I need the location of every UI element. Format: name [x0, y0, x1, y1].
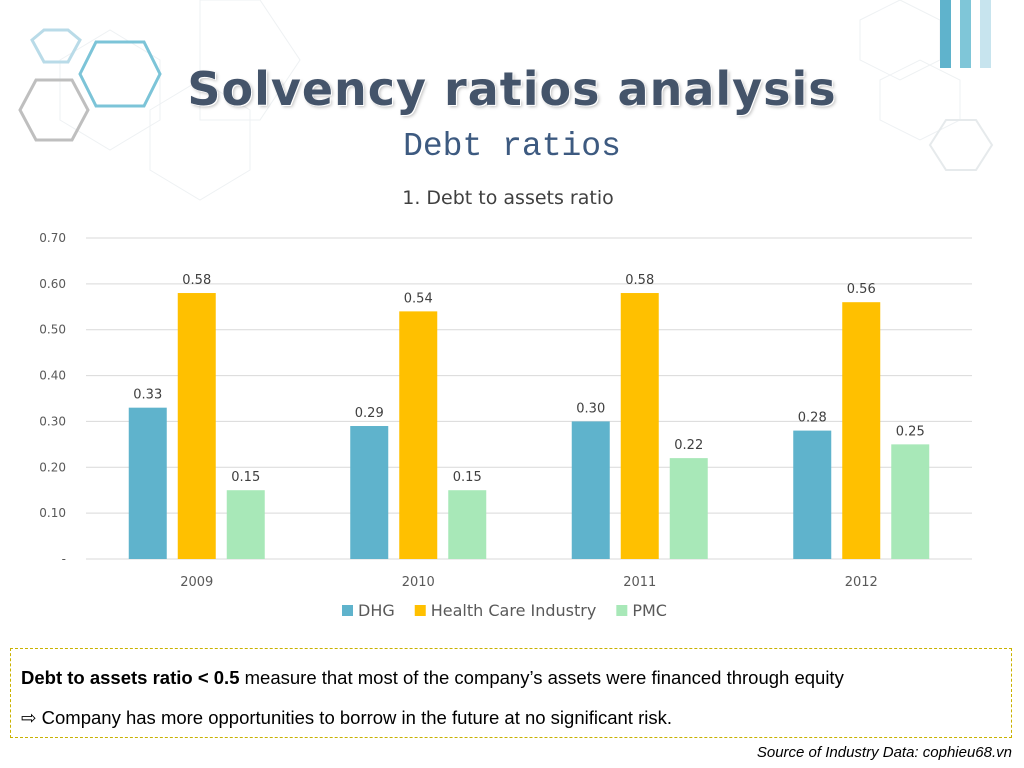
y-tick-label: 0.30 [39, 414, 66, 428]
bar [891, 444, 930, 559]
bar [842, 302, 881, 559]
bar [793, 430, 832, 559]
x-tick-label: 2010 [402, 575, 435, 590]
data-label: 0.29 [355, 406, 384, 421]
bar [399, 311, 438, 559]
note-line-1: Debt to assets ratio < 0.5 measure that … [21, 667, 844, 689]
data-label: 0.22 [674, 438, 703, 453]
slide-title: Solvency ratios analysis [187, 62, 837, 116]
note-line-1-text: measure that most of the company’s asset… [239, 667, 844, 688]
source-note: Source of Industry Data: cophieu68.vn [756, 744, 1012, 761]
bar [350, 426, 389, 559]
data-label: 0.15 [453, 470, 482, 485]
corner-bars [940, 0, 991, 68]
legend-swatch [616, 605, 628, 616]
arrow-icon: ⇨ [21, 707, 37, 728]
data-label: 0.56 [847, 282, 876, 297]
y-tick-label: 0.60 [39, 277, 66, 291]
data-label: 0.25 [896, 424, 925, 439]
legend-swatch [414, 605, 426, 616]
bar [620, 293, 659, 559]
data-label: 0.28 [798, 411, 827, 426]
legend-label: Health Care Industry [431, 601, 597, 620]
bar [448, 490, 487, 559]
x-tick-label: 2009 [180, 575, 213, 590]
y-tick-label: 0.20 [39, 460, 66, 474]
chart-title: 1. Debt to assets ratio [402, 187, 613, 209]
data-label: 0.58 [182, 273, 211, 288]
note-line-2: ⇨ Company has more opportunities to borr… [21, 707, 672, 729]
slide-subtitle: Debt ratios [403, 128, 621, 165]
bar [226, 490, 265, 559]
note-box: Debt to assets ratio < 0.5 measure that … [10, 648, 1012, 738]
bar [177, 293, 216, 559]
hexagon-outline-right [928, 119, 994, 171]
note-line-2-text: Company has more opportunities to borrow… [36, 707, 673, 728]
data-label: 0.30 [576, 401, 605, 416]
bar [669, 458, 708, 559]
x-tick-label: 2012 [845, 575, 878, 590]
legend-swatch [342, 605, 353, 616]
legend-label: PMC [632, 601, 667, 620]
y-tick-label: - [62, 552, 66, 566]
bar [571, 421, 610, 559]
debt-to-assets-chart: 1. Debt to assets ratio - 0.10 0.20 0.30 0.40… [39, 187, 972, 620]
x-tick-label: 2011 [623, 575, 656, 590]
y-tick-label: 0.50 [39, 323, 66, 337]
y-tick-label: 0.40 [39, 369, 66, 383]
data-label: 0.15 [231, 470, 260, 485]
hexagon-small [30, 28, 82, 64]
y-tick-label: 0.10 [39, 506, 66, 520]
note-bold-text: Debt to assets ratio < 0.5 [21, 667, 240, 688]
data-label: 0.54 [404, 291, 433, 306]
bar [128, 407, 167, 559]
legend-label: DHG [358, 601, 395, 620]
data-label: 0.58 [625, 273, 654, 288]
hexagon-gray [18, 78, 90, 142]
hexagon-large [78, 40, 162, 108]
data-label: 0.33 [133, 388, 162, 403]
y-tick-label: 0.70 [39, 231, 66, 245]
